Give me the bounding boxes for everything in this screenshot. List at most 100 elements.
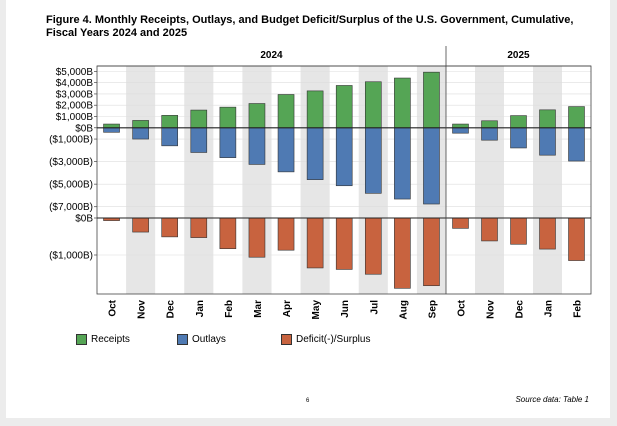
outlays-bar <box>539 127 556 156</box>
y-tick-label: $0B <box>75 214 93 225</box>
axes <box>94 46 592 295</box>
bars <box>103 71 585 289</box>
outlays-bar <box>452 127 469 134</box>
x-tick-label: Dec <box>166 300 177 319</box>
receipts-bar <box>132 120 149 129</box>
deficit-bar <box>394 217 411 289</box>
figure-title: Figure 4. Monthly Receipts, Outlays, and… <box>46 14 574 39</box>
x-tick-label: Oct <box>457 299 468 316</box>
deficit-bar <box>132 217 149 233</box>
deficit-bar <box>481 217 498 242</box>
legend-deficit-label: Deficit(-)/Surplus <box>296 334 371 345</box>
shade-band <box>533 66 562 294</box>
receipts-swatch <box>76 334 87 345</box>
y-tick-label: $4,000B <box>56 78 94 89</box>
source-note: Source data: Table 1 <box>515 395 589 404</box>
receipts-bar <box>190 109 208 129</box>
tick-labels: 2024 2025 $5,000B$4,000B$3,000B$2,000B$1,0… <box>49 50 583 319</box>
outlays-bar <box>161 127 179 147</box>
shade-band <box>475 66 504 294</box>
year-header-2025: 2025 <box>507 50 530 61</box>
deficit-bar <box>364 217 382 275</box>
x-tick-label: Nov <box>486 300 497 319</box>
shade-band <box>184 66 214 294</box>
x-tick-label: Apr <box>282 300 293 317</box>
outlays-bar <box>510 127 527 149</box>
outlays-bar <box>190 127 208 153</box>
x-tick-label: Jan <box>195 300 206 317</box>
x-tick-label: Feb <box>224 300 235 318</box>
y-tick-label: $0B <box>75 123 93 134</box>
x-tick-label: Jul <box>369 300 380 315</box>
deficit-bar <box>335 217 353 270</box>
receipts-bar <box>248 103 266 129</box>
x-tick-label: Sep <box>427 300 438 318</box>
legend-receipts-label: Receipts <box>91 334 130 345</box>
outlays-bar <box>481 127 498 141</box>
receipts-bar <box>510 115 527 129</box>
receipts-bar <box>452 123 469 129</box>
receipts-bar <box>277 94 295 129</box>
receipts-bar <box>335 85 353 129</box>
legend-receipts: Receipts <box>76 334 130 345</box>
y-tick-label: ($3,000B) <box>49 157 93 168</box>
outlays-bar <box>132 127 149 140</box>
budget-chart: 2024 2025 $5,000B$4,000B$3,000B$2,000B$1,0… <box>49 46 592 319</box>
deficit-bar <box>568 217 585 261</box>
outlays-bar <box>423 127 440 205</box>
deficit-bar <box>423 217 440 287</box>
y-tick-label: $1,000B <box>56 112 94 123</box>
receipts-bar <box>394 77 411 129</box>
deficit-bar <box>510 217 527 245</box>
receipts-bar <box>539 109 556 129</box>
outlays-bar <box>364 127 382 194</box>
receipts-bar <box>161 115 179 129</box>
deficit-bar <box>306 217 324 269</box>
deficit-bar <box>452 217 469 229</box>
y-tick-label: ($1,000B) <box>49 135 93 146</box>
shade-band <box>242 66 272 294</box>
receipts-bar <box>481 120 498 129</box>
legend-deficit: Deficit(-)/Surplus <box>281 334 370 345</box>
outlays-bar <box>335 127 353 187</box>
y-tick-label: ($5,000B) <box>49 180 93 191</box>
deficit-bar <box>248 217 266 258</box>
outlays-bar <box>103 127 120 133</box>
x-tick-label: Dec <box>515 300 526 319</box>
x-tick-label: Aug <box>398 300 409 319</box>
receipts-bar <box>423 71 440 129</box>
deficit-bar <box>219 217 237 250</box>
legend-outlays-label: Outlays <box>192 334 226 345</box>
receipts-bar <box>364 81 382 129</box>
deficit-bar <box>190 217 208 238</box>
x-tick-label: Feb <box>573 300 584 318</box>
x-tick-label: Mar <box>253 300 264 318</box>
x-tick-label: Nov <box>137 300 148 319</box>
y-tick-label: $5,000B <box>56 67 94 78</box>
receipts-bar <box>568 106 585 129</box>
deficit-bar <box>277 217 295 251</box>
x-tick-label: Oct <box>108 299 119 316</box>
deficit-swatch <box>281 334 292 345</box>
shade-band <box>126 66 156 294</box>
y-tick-label: ($7,000B) <box>49 202 93 213</box>
outlays-bar <box>219 127 237 158</box>
page-number: 6 <box>306 398 310 404</box>
x-tick-label: May <box>311 300 322 320</box>
y-tick-label: ($1,000B) <box>49 251 93 262</box>
outlays-bar <box>568 127 585 162</box>
y-tick-label: $3,000B <box>56 89 94 100</box>
receipts-bar <box>103 123 120 129</box>
y-tick-label: $2,000B <box>56 101 94 112</box>
outlays-bar <box>306 127 324 180</box>
deficit-bar <box>539 217 556 250</box>
receipts-bar <box>306 90 324 129</box>
outlays-swatch <box>177 334 188 345</box>
x-tick-label: Jun <box>340 300 351 318</box>
x-tick-label: Jan <box>544 300 555 317</box>
year-header-2024: 2024 <box>260 50 283 61</box>
deficit-bar <box>161 217 179 238</box>
outlays-bar <box>277 127 295 173</box>
receipts-bar <box>219 106 237 129</box>
legend-outlays: Outlays <box>177 334 226 345</box>
